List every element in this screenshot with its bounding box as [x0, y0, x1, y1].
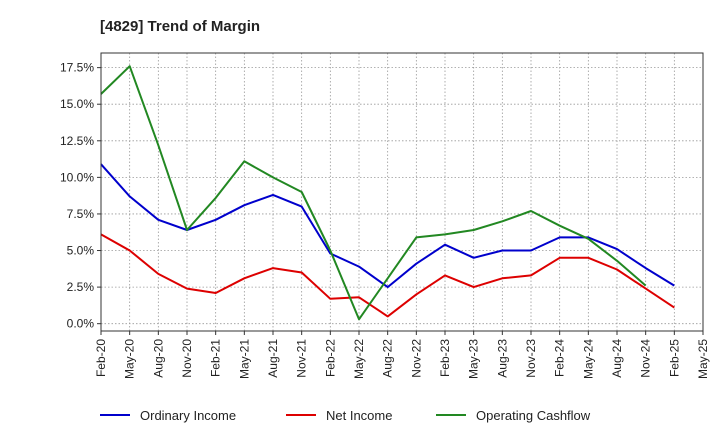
- x-tick-label: Feb-22: [323, 339, 337, 377]
- series-line-net-income: [100, 233, 675, 318]
- x-tick-label: Nov-22: [409, 339, 423, 378]
- y-tick-label: 2.5%: [67, 280, 95, 294]
- y-tick-label: 5.0%: [67, 244, 95, 258]
- legend-label: Net Income: [326, 408, 392, 423]
- series-line-ordinary-income: [100, 163, 675, 289]
- x-tick-label: May-25: [696, 339, 710, 379]
- y-tick-label: 7.5%: [67, 207, 95, 221]
- plot-area: Feb-20 May-20 Aug-20 Nov-20 Feb-21 May-21 Aug-…: [60, 52, 710, 379]
- x-tick-label: Aug-21: [266, 339, 280, 378]
- chart-title: [4829] Trend of Margin: [100, 18, 260, 35]
- legend-label: Ordinary Income: [140, 408, 236, 423]
- x-tick-label: Feb-21: [209, 339, 223, 377]
- series-line-operating-cashflow: [100, 65, 647, 321]
- y-tick-label: 0.0%: [67, 317, 95, 331]
- x-tick-label: Nov-20: [180, 339, 194, 378]
- x-tick-label: Feb-24: [553, 339, 567, 377]
- plot-background: [101, 53, 703, 331]
- x-tick-label: May-24: [581, 339, 595, 379]
- legend-label: Operating Cashflow: [476, 408, 591, 423]
- x-tick-label: Nov-24: [639, 339, 653, 378]
- plot-frame: [100, 52, 704, 332]
- x-tick-label: Nov-21: [295, 339, 309, 378]
- x-tick-label: Nov-23: [524, 339, 538, 378]
- x-tick-label: Feb-20: [94, 339, 108, 377]
- x-tick-label: May-21: [237, 339, 251, 379]
- x-tick-label: Aug-23: [495, 339, 509, 378]
- y-tick-label: 15.0%: [60, 97, 94, 111]
- x-tick-label: Aug-22: [381, 339, 395, 378]
- x-tick-label: May-20: [123, 339, 137, 379]
- y-tick-label: 10.0%: [60, 170, 94, 184]
- x-tick-label: Aug-20: [151, 339, 165, 378]
- y-tick-label: 17.5%: [60, 61, 94, 75]
- x-tick-label: May-23: [467, 339, 481, 379]
- x-tick-label: Aug-24: [610, 339, 624, 378]
- y-tick-label: 12.5%: [60, 134, 94, 148]
- x-tick-label: Feb-23: [438, 339, 452, 377]
- legend: Ordinary Income Net Income Operating Cashf…: [100, 408, 591, 423]
- x-tick-label: Feb-25: [667, 339, 681, 377]
- x-tick-label: May-22: [352, 339, 366, 379]
